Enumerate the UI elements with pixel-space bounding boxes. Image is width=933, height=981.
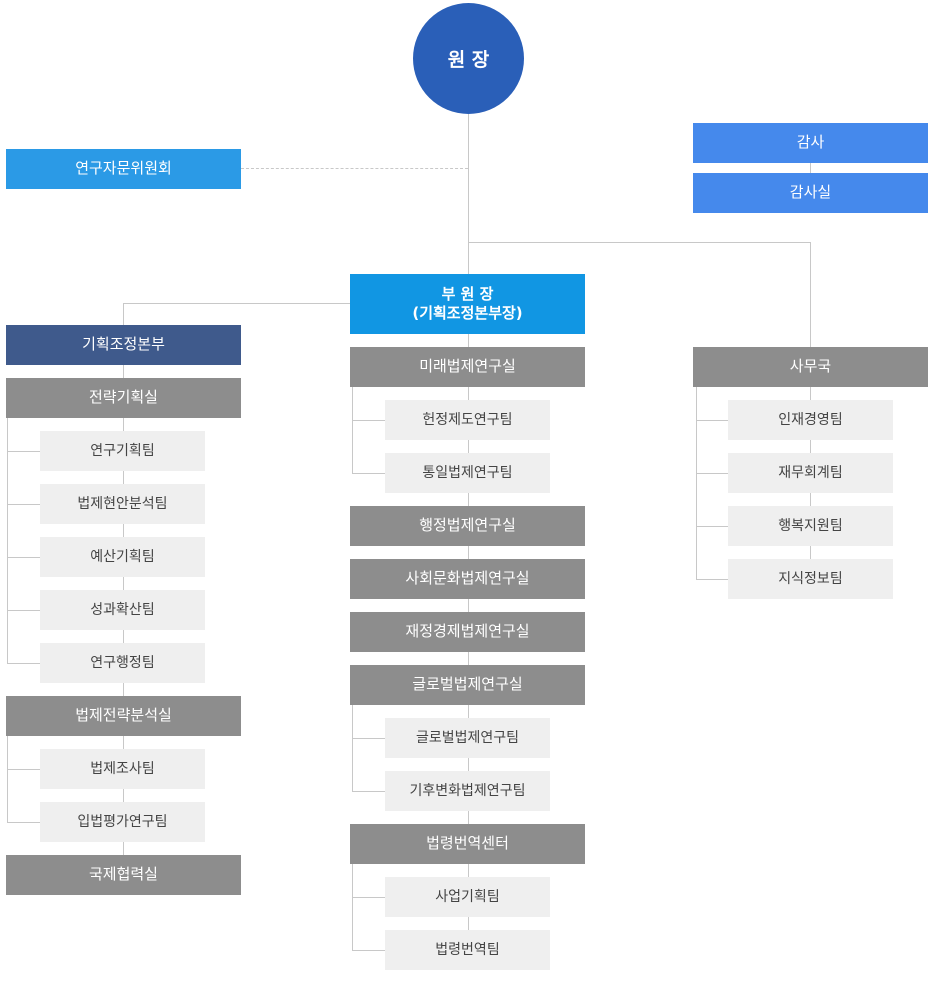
team-node[interactable]: 글로벌법제연구팀 bbox=[385, 718, 550, 758]
president-node[interactable]: 원 장 bbox=[413, 3, 524, 114]
team-node[interactable]: 인재경영팀 bbox=[728, 400, 893, 440]
team-node[interactable]: 행복지원팀 bbox=[728, 506, 893, 546]
strategy-office-node[interactable]: 전략기획실 bbox=[6, 378, 241, 418]
team-node[interactable]: 헌정제도연구팀 bbox=[385, 400, 550, 440]
team-node[interactable]: 예산기획팀 bbox=[40, 537, 205, 577]
team-node[interactable]: 재무회계팀 bbox=[728, 453, 893, 493]
legal-strategy-office-node[interactable]: 법제전략분석실 bbox=[6, 696, 241, 736]
vice-president-node[interactable]: 부 원 장 (기획조정본부장) bbox=[350, 274, 585, 334]
team-node[interactable]: 통일법제연구팀 bbox=[385, 453, 550, 493]
team-node[interactable]: 법령번역팀 bbox=[385, 930, 550, 970]
translation-center-node[interactable]: 법령번역센터 bbox=[350, 824, 585, 864]
administrative-law-office-node[interactable]: 행정법제연구실 bbox=[350, 506, 585, 546]
audit-node[interactable]: 감사 bbox=[693, 123, 928, 163]
secretariat-node[interactable]: 사무국 bbox=[693, 347, 928, 387]
team-node[interactable]: 입법평가연구팀 bbox=[40, 802, 205, 842]
team-node[interactable]: 성과확산팀 bbox=[40, 590, 205, 630]
future-law-office-node[interactable]: 미래법제연구실 bbox=[350, 347, 585, 387]
team-node[interactable]: 연구기획팀 bbox=[40, 431, 205, 471]
team-node[interactable]: 법제현안분석팀 bbox=[40, 484, 205, 524]
team-node[interactable]: 지식정보팀 bbox=[728, 559, 893, 599]
social-culture-law-office-node[interactable]: 사회문화법제연구실 bbox=[350, 559, 585, 599]
team-node[interactable]: 사업기획팀 bbox=[385, 877, 550, 917]
global-law-office-node[interactable]: 글로벌법제연구실 bbox=[350, 665, 585, 705]
advisory-committee-node[interactable]: 연구자문위원회 bbox=[6, 149, 241, 189]
team-node[interactable]: 기후변화법제연구팀 bbox=[385, 771, 550, 811]
audit-office-node[interactable]: 감사실 bbox=[693, 173, 928, 213]
finance-economy-law-office-node[interactable]: 재정경제법제연구실 bbox=[350, 612, 585, 652]
team-node[interactable]: 법제조사팀 bbox=[40, 749, 205, 789]
international-office-node[interactable]: 국제협력실 bbox=[6, 855, 241, 895]
team-node[interactable]: 연구행정팀 bbox=[40, 643, 205, 683]
planning-hq-node[interactable]: 기획조정본부 bbox=[6, 325, 241, 365]
